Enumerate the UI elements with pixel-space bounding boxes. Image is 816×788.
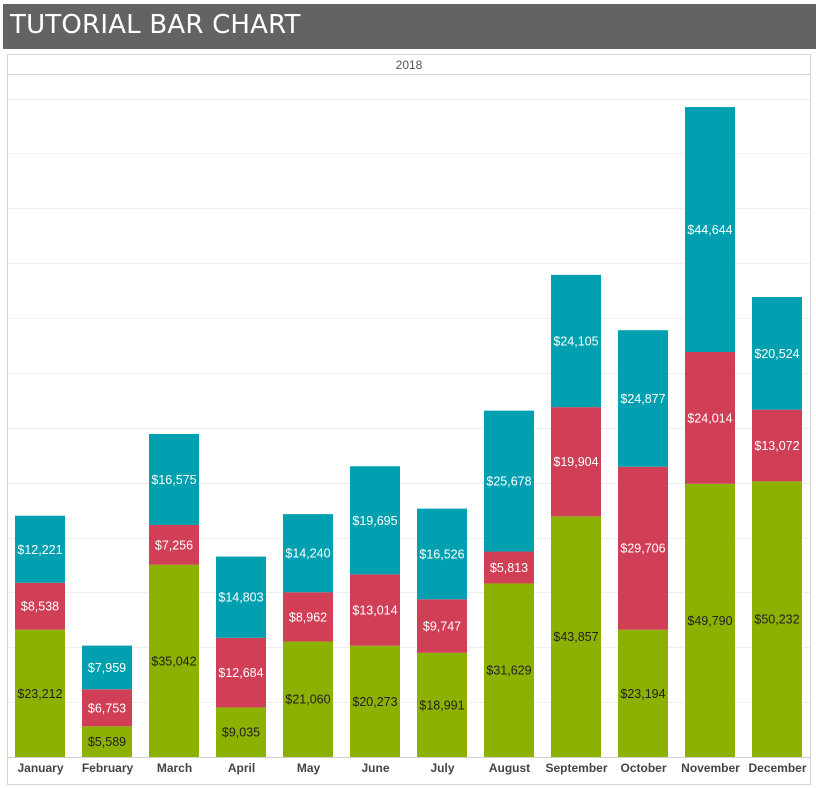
x-tick-label: October — [620, 761, 666, 775]
data-label: $5,589 — [88, 735, 126, 749]
column-header: 2018 — [396, 58, 423, 72]
chart-frame — [7, 54, 811, 785]
title-bar: TUTORIAL BAR CHART — [3, 4, 816, 49]
bar-segment[interactable] — [551, 516, 601, 757]
bar-segment[interactable] — [216, 707, 266, 757]
data-label: $20,524 — [754, 347, 799, 361]
bar-segment[interactable] — [350, 645, 400, 757]
bar-segment[interactable] — [149, 524, 199, 565]
x-tick-label: December — [748, 761, 806, 775]
x-tick-label: February — [82, 761, 134, 775]
data-label: $23,212 — [17, 687, 62, 701]
page-title: TUTORIAL BAR CHART — [10, 10, 301, 40]
bar-segment[interactable] — [685, 483, 735, 757]
data-label: $49,790 — [687, 614, 732, 628]
data-label: $19,695 — [352, 514, 397, 528]
data-label: $19,904 — [553, 455, 598, 469]
data-label: $24,105 — [553, 334, 598, 348]
data-label: $14,803 — [218, 591, 263, 605]
x-axis-labels: January February March April May June July Augu… — [17, 761, 806, 775]
x-tick-label: September — [545, 761, 607, 775]
gridlines — [8, 99, 810, 703]
data-label: $21,060 — [285, 693, 330, 707]
bar-segment[interactable] — [752, 297, 802, 410]
data-label: $14,240 — [285, 547, 330, 561]
data-label: $13,014 — [352, 604, 397, 618]
data-label: $8,962 — [289, 610, 327, 624]
bar-segment[interactable] — [752, 481, 802, 757]
bar-segment[interactable] — [685, 107, 735, 353]
x-tick-label: November — [681, 761, 740, 775]
bar-segment[interactable] — [417, 599, 467, 653]
data-label: $6,753 — [88, 701, 126, 715]
data-label: $24,014 — [687, 411, 732, 425]
bar-segment[interactable] — [283, 592, 333, 642]
bar-segment[interactable] — [283, 514, 333, 593]
x-tick-label: June — [361, 761, 389, 775]
x-tick-label: August — [489, 761, 530, 775]
data-label: $50,232 — [754, 613, 799, 627]
bar-segment[interactable] — [752, 409, 802, 482]
bar-segment[interactable] — [551, 274, 601, 408]
x-tick-label: March — [157, 761, 192, 775]
bar-segment[interactable] — [82, 689, 132, 727]
data-label: $9,035 — [222, 726, 260, 740]
bar-segment[interactable] — [618, 330, 668, 467]
bar-segment[interactable] — [417, 508, 467, 600]
bar-segment[interactable] — [551, 407, 601, 517]
data-label: $12,221 — [17, 543, 62, 557]
bar-segment[interactable] — [82, 726, 132, 757]
data-label: $35,042 — [151, 654, 196, 668]
data-label: $44,644 — [687, 223, 732, 237]
bar-segment[interactable] — [216, 556, 266, 638]
bar-segment[interactable] — [15, 582, 65, 630]
data-label: $20,273 — [352, 695, 397, 709]
bar-segment[interactable] — [685, 352, 735, 484]
data-label: $18,991 — [419, 698, 464, 712]
bar-segment[interactable] — [350, 574, 400, 646]
data-label: $8,538 — [21, 600, 59, 614]
bar-segment[interactable] — [618, 466, 668, 630]
data-label: $7,959 — [88, 661, 126, 675]
bar-segment[interactable] — [15, 515, 65, 583]
bar-segment[interactable] — [350, 466, 400, 575]
bar-segment[interactable] — [216, 637, 266, 708]
data-label: $25,678 — [486, 475, 531, 489]
bar-segment[interactable] — [149, 433, 199, 525]
data-label: $12,684 — [218, 666, 263, 680]
bar-segment[interactable] — [417, 652, 467, 757]
x-tick-label: July — [430, 761, 454, 775]
bar-segment[interactable] — [484, 551, 534, 584]
bar-segment[interactable] — [15, 629, 65, 757]
data-label: $9,747 — [423, 620, 461, 634]
bar-segment[interactable] — [283, 641, 333, 757]
data-label: $24,877 — [620, 392, 665, 406]
bar-segment[interactable] — [484, 410, 534, 552]
data-label: $43,857 — [553, 630, 598, 644]
data-label: $16,575 — [151, 473, 196, 487]
bar-segment[interactable] — [149, 564, 199, 757]
x-tick-label: May — [297, 761, 321, 775]
x-tick-label: January — [17, 761, 63, 775]
data-label: $23,194 — [620, 687, 665, 701]
x-tick-label: April — [228, 761, 255, 775]
bar-segment[interactable] — [484, 583, 534, 757]
bar-segment[interactable] — [82, 645, 132, 690]
data-label: $16,526 — [419, 547, 464, 561]
data-label: $29,706 — [620, 542, 665, 556]
bar-group: $23,212 $8,538 $12,221 $5,589 $6,753 $7,959 $3… — [15, 107, 802, 757]
data-label: $5,813 — [490, 561, 528, 575]
data-label: $7,256 — [155, 538, 193, 552]
data-label: $31,629 — [486, 664, 531, 678]
bar-segment[interactable] — [618, 629, 668, 757]
data-label: $13,072 — [754, 439, 799, 453]
